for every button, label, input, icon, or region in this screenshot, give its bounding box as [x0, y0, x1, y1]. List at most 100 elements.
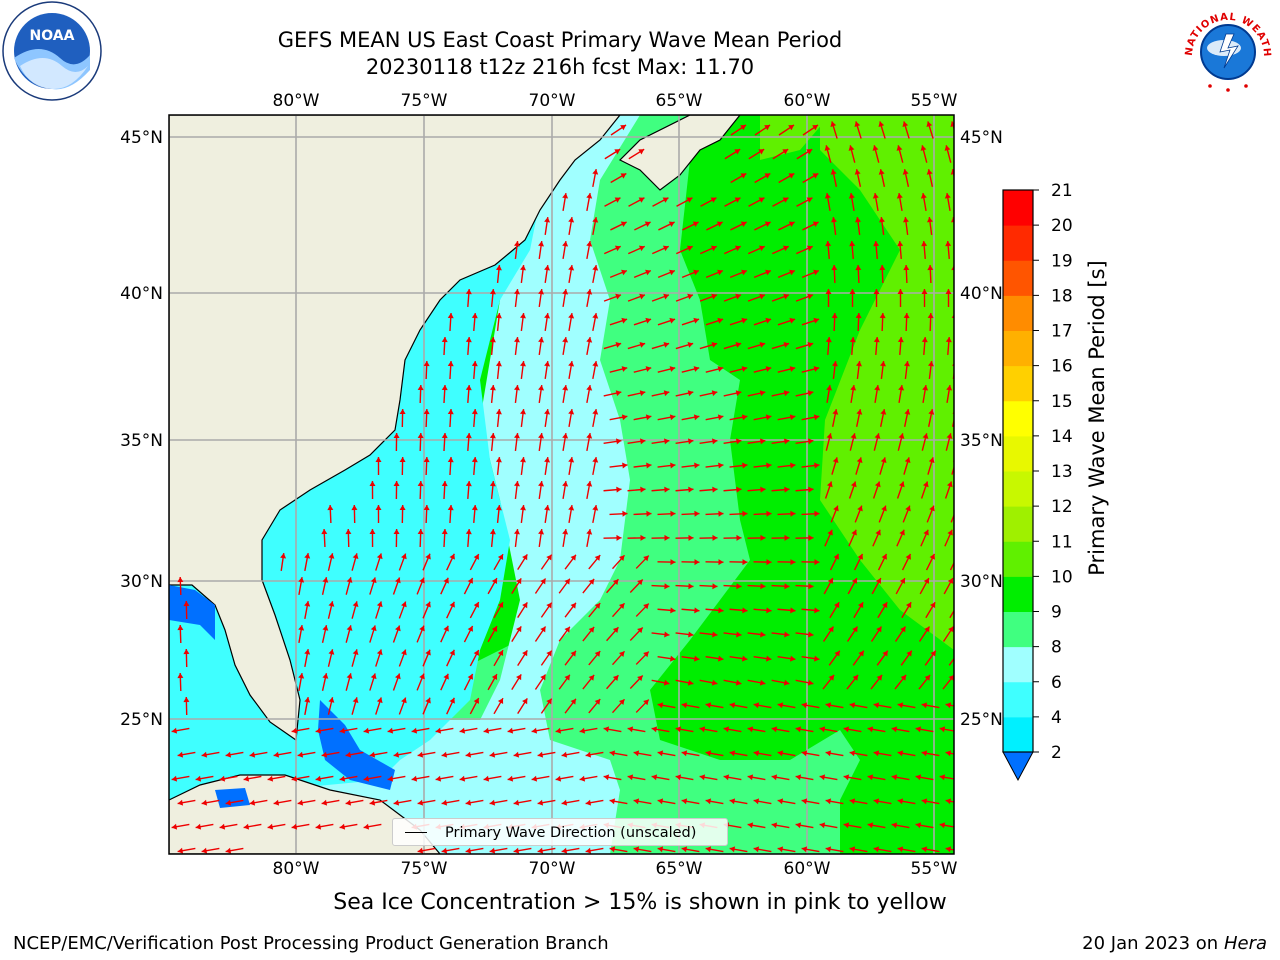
wave-arrow	[392, 577, 401, 595]
wave-arrow	[411, 775, 430, 782]
wave-arrow	[772, 148, 789, 160]
wave-arrow	[568, 313, 575, 331]
wave-arrow	[177, 799, 196, 806]
wave-arrow	[399, 408, 406, 428]
colorbar-tick-label: 6	[1051, 673, 1062, 693]
wave-arrow	[177, 576, 184, 596]
wave-arrow	[219, 775, 238, 782]
wave-arrow	[657, 655, 676, 662]
wave-arrow	[675, 245, 694, 255]
wave-arrow	[489, 528, 496, 548]
wave-arrow	[846, 674, 859, 690]
wave-arrow	[795, 245, 814, 255]
wave-arrow	[849, 240, 856, 260]
wave-arrow	[375, 504, 382, 524]
wave-arrow	[848, 145, 856, 163]
wave-arrow	[843, 822, 862, 829]
wave-arrow	[633, 462, 652, 469]
wave-arrow	[465, 432, 472, 452]
wave-arrow	[633, 510, 652, 517]
wave-arrow	[915, 774, 934, 781]
wave-arrow	[867, 726, 886, 733]
wave-arrow	[540, 602, 553, 618]
lon-label-bottom: 80°W	[273, 859, 320, 879]
wave-arrow	[568, 409, 575, 427]
wave-arrow	[627, 726, 646, 733]
wave-arrow	[771, 245, 790, 255]
wave-arrow	[903, 264, 910, 284]
wave-arrow	[592, 409, 599, 427]
wave-arrow	[915, 726, 934, 733]
wave-arrow	[896, 193, 903, 211]
wave-arrow	[778, 221, 795, 231]
wave-arrow	[297, 751, 316, 758]
colorbar-tick-label: 12	[1051, 497, 1073, 517]
wave-arrow	[771, 534, 790, 541]
wave-arrow	[495, 264, 502, 284]
wave-arrow	[681, 269, 700, 279]
wave-arrow	[411, 727, 430, 734]
wave-arrow	[878, 505, 887, 523]
wave-arrow	[544, 504, 551, 524]
wave-arrow	[801, 462, 820, 469]
lon-label-bottom: 55°W	[911, 859, 958, 879]
wave-arrow	[493, 553, 504, 571]
wave-arrow	[921, 288, 928, 308]
wave-arrow	[795, 438, 814, 445]
wave-arrow	[561, 847, 580, 854]
wave-arrow	[628, 197, 645, 207]
wave-arrow	[564, 602, 577, 618]
wave-arrow	[171, 727, 190, 734]
wave-arrow	[588, 698, 601, 714]
wave-arrow	[729, 798, 748, 805]
wave-arrow	[627, 534, 646, 541]
wave-arrow	[635, 603, 650, 617]
colorbar-label: Primary Wave Mean Period [s]	[1085, 260, 1109, 576]
colorbar-tick-label: 11	[1051, 532, 1073, 552]
wave-arrow	[777, 462, 796, 469]
wave-arrow	[588, 602, 601, 618]
wave-arrow	[459, 727, 478, 734]
wave-arrow	[705, 702, 724, 709]
wave-arrow	[753, 317, 772, 326]
wave-arrow	[777, 607, 796, 614]
wave-arrow	[489, 288, 496, 308]
wave-arrow	[915, 822, 934, 829]
colorbar-segment	[1003, 506, 1033, 542]
wave-arrow	[675, 679, 694, 686]
wave-arrow	[603, 486, 622, 493]
wave-arrow	[393, 432, 400, 452]
wave-arrow	[795, 774, 814, 781]
wave-arrow	[657, 750, 676, 757]
wave-arrow	[544, 216, 551, 236]
wave-arrow	[609, 414, 628, 421]
wave-arrow	[879, 457, 887, 475]
wave-arrow	[921, 433, 929, 451]
lon-label-bottom: 70°W	[529, 859, 576, 879]
wave-arrow	[681, 607, 700, 614]
wave-arrow	[489, 847, 508, 854]
lon-label-bottom: 75°W	[401, 859, 448, 879]
wave-arrow	[513, 240, 520, 260]
wave-arrow	[699, 774, 718, 781]
wave-arrow	[945, 846, 954, 853]
wave-arrow	[795, 390, 814, 397]
lon-label-top: 75°W	[401, 91, 448, 111]
wave-arrow	[854, 121, 862, 139]
wave-arrow	[898, 385, 905, 403]
wave-arrow	[902, 169, 910, 187]
wave-arrow	[825, 240, 832, 260]
wave-arrow	[729, 317, 748, 326]
wave-arrow	[657, 846, 676, 853]
wave-arrow	[877, 601, 888, 619]
wave-arrow	[393, 751, 412, 758]
wave-arrow	[243, 775, 262, 782]
wave-arrow	[177, 847, 196, 854]
wave-arrow	[753, 462, 772, 469]
wave-arrow	[225, 751, 244, 758]
wave-arrow	[603, 245, 622, 255]
wave-arrow	[944, 481, 953, 499]
wave-arrow	[846, 626, 859, 642]
wave-arrow	[921, 240, 928, 260]
wave-arrow	[564, 554, 577, 570]
